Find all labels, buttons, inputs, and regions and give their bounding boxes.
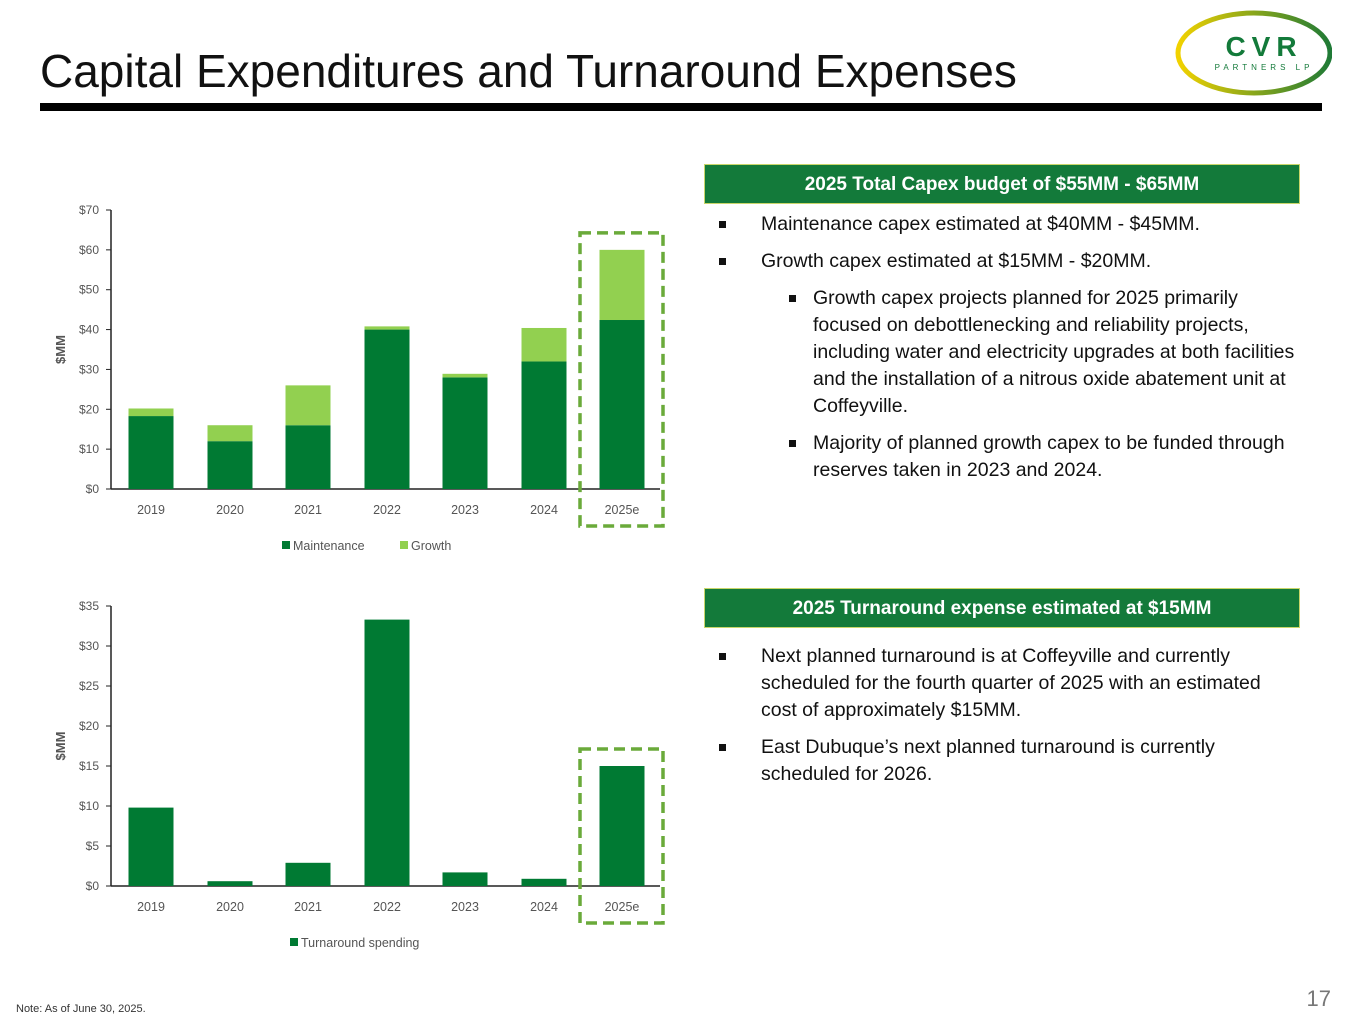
bullet: Next planned turnaround is at Coffeyvill… (718, 643, 1298, 724)
capex-header: 2025 Total Capex budget of $55MM - $65MM (704, 164, 1300, 204)
footnote: Note: As of June 30, 2025. (16, 1003, 146, 1015)
x-tick-label: 2024 (530, 900, 558, 914)
bar-turnaround-spending (599, 766, 645, 886)
y-tick-label: $0 (86, 482, 100, 496)
bar-growth (285, 385, 331, 426)
page-number: 17 (1306, 986, 1331, 1011)
bar-turnaround-spending (442, 872, 488, 886)
highlight-box (578, 231, 665, 528)
sub-bullet: Growth capex projects planned for 2025 p… (718, 285, 1298, 420)
x-tick-label: 2021 (294, 900, 322, 914)
title-divider (40, 103, 1322, 111)
y-tick-label: $30 (79, 639, 99, 653)
y-tick-label: $5 (86, 839, 100, 853)
y-tick-label: $30 (79, 362, 99, 376)
x-tick-label: 2020 (216, 503, 244, 517)
x-tick-label: 2019 (137, 503, 165, 517)
bar-growth (364, 326, 410, 330)
bar-maintenance (128, 416, 174, 489)
bar-turnaround-spending (364, 619, 410, 886)
cvr-logo: CVR PARTNERS LP (1175, 10, 1332, 96)
y-tick-label: $15 (79, 759, 99, 773)
legend-swatch (290, 938, 298, 946)
x-tick-label: 2023 (451, 900, 479, 914)
legend-label: Turnaround spending (301, 936, 419, 950)
legend-swatch (400, 541, 408, 549)
bar-turnaround-spending (207, 881, 253, 886)
svg-text:CVR: CVR (1225, 31, 1302, 62)
bar-maintenance (599, 320, 645, 489)
bar-maintenance (442, 377, 488, 489)
y-tick-label: $40 (79, 323, 99, 337)
page-title: Capital Expenditures and Turnaround Expe… (40, 45, 1017, 97)
bar-growth (128, 408, 174, 417)
y-axis-label: $MM (53, 732, 68, 761)
x-tick-label: 2024 (530, 503, 558, 517)
bar-turnaround-spending (128, 807, 174, 886)
bar-growth (207, 425, 253, 442)
bar-turnaround-spending (285, 862, 331, 886)
x-tick-label: 2025e (605, 900, 640, 914)
y-tick-label: $10 (79, 799, 99, 813)
y-tick-label: $20 (79, 719, 99, 733)
bar-maintenance (207, 441, 253, 489)
x-tick-label: 2019 (137, 900, 165, 914)
y-tick-label: $0 (86, 879, 100, 893)
capex-chart: $0 $10 $20 $30 $40 $50 $60 $70 $MM 2019 2020 2021 20… (53, 203, 665, 553)
x-tick-label: 2022 (373, 503, 401, 517)
sub-bullet: Majority of planned growth capex to be f… (718, 430, 1298, 484)
x-tick-label: 2021 (294, 503, 322, 517)
x-tick-label: 2025e (605, 503, 640, 517)
bar-maintenance (364, 329, 410, 489)
y-tick-label: $70 (79, 203, 99, 217)
x-tick-label: 2023 (451, 503, 479, 517)
bar-maintenance (521, 361, 567, 489)
x-tick-label: 2020 (216, 900, 244, 914)
turnaround-header: 2025 Turnaround expense estimated at $15… (704, 588, 1300, 628)
bar-maintenance (285, 425, 331, 489)
y-tick-label: $35 (79, 599, 99, 613)
bar-growth (442, 373, 488, 378)
y-tick-label: $20 (79, 402, 99, 416)
bullet: Maintenance capex estimated at $40MM - $… (718, 211, 1298, 238)
bar-growth (599, 249, 645, 321)
y-axis-label: $MM (53, 335, 68, 364)
x-tick-label: 2022 (373, 900, 401, 914)
turnaround-chart: $0 $5 $10 $15 $20 $25 $30 $35 $MM 2019 2020 2021 202… (53, 599, 665, 950)
y-tick-label: $60 (79, 243, 99, 257)
legend-label: Maintenance (293, 539, 365, 553)
legend-swatch (282, 541, 290, 549)
svg-text:PARTNERS LP: PARTNERS LP (1215, 63, 1314, 72)
turnaround-bullets: Next planned turnaround is at Coffeyvill… (718, 643, 1298, 798)
legend-label: Growth (411, 539, 451, 553)
capex-bullets: Maintenance capex estimated at $40MM - $… (718, 211, 1298, 494)
bar-turnaround-spending (521, 878, 567, 886)
bullet: Growth capex estimated at $15MM - $20MM. (718, 248, 1298, 275)
bullet: East Dubuque’s next planned turnaround i… (718, 734, 1298, 788)
y-tick-label: $25 (79, 679, 99, 693)
y-tick-label: $10 (79, 442, 99, 456)
bar-growth (521, 327, 567, 362)
highlight-box (578, 747, 665, 925)
y-tick-label: $50 (79, 283, 99, 297)
